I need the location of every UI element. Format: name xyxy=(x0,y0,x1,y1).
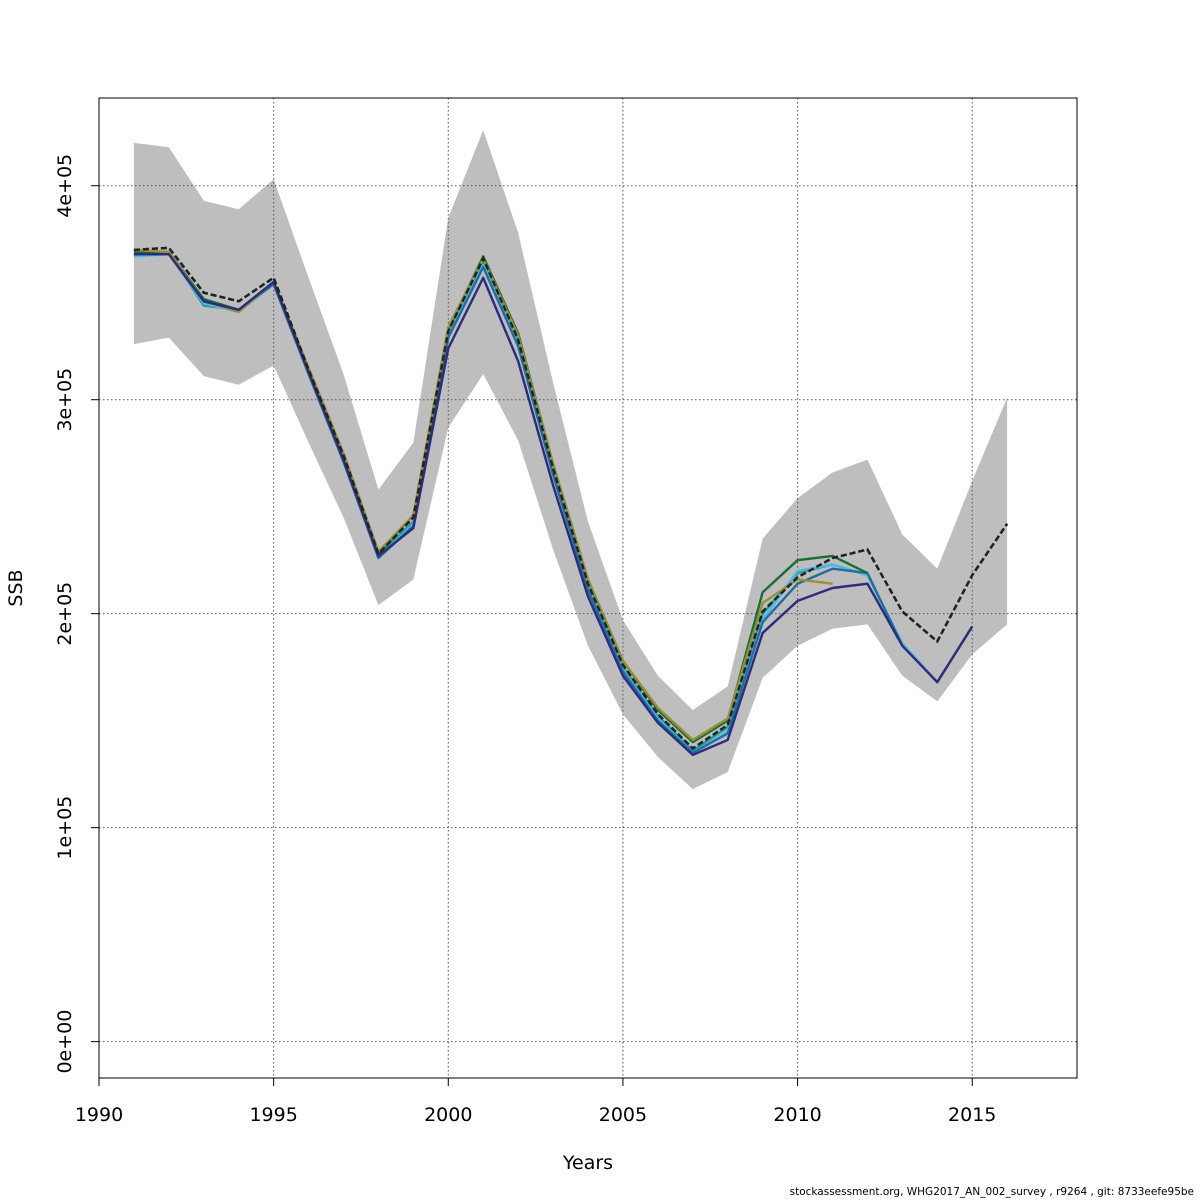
series-line-7 xyxy=(133,253,974,757)
plot-frame xyxy=(98,97,1078,1079)
y-tick-label: 4e+05 xyxy=(54,154,76,218)
series-layer xyxy=(133,246,1009,757)
x-tick-label: 2000 xyxy=(424,1104,472,1126)
x-tick-label: 1995 xyxy=(249,1104,297,1126)
confidence-band xyxy=(133,130,1008,790)
y-axis-title: SSB xyxy=(5,569,27,606)
x-axis-title: Years xyxy=(562,1152,613,1174)
y-tick-label: 0e+00 xyxy=(54,1010,76,1074)
x-tick-label: 2010 xyxy=(773,1104,821,1126)
text-layer: Years SSB xyxy=(5,569,613,1174)
y-tick-label: 2e+05 xyxy=(54,582,76,646)
x-tick-label: 1990 xyxy=(75,1104,123,1126)
y-tick-label: 1e+05 xyxy=(54,796,76,860)
y-tick-label: 3e+05 xyxy=(54,368,76,432)
x-tick-label: 2005 xyxy=(599,1104,647,1126)
x-tick-label: 2015 xyxy=(948,1104,996,1126)
footer-note: stockassessment.org, WHG2017_AN_002_surv… xyxy=(789,1186,1194,1198)
axes-layer: 1990 1995 2000 2005 2010 2015 0e+00 1e+05 2e+05 3… xyxy=(54,97,1078,1126)
series-line-estimate xyxy=(133,246,1009,751)
